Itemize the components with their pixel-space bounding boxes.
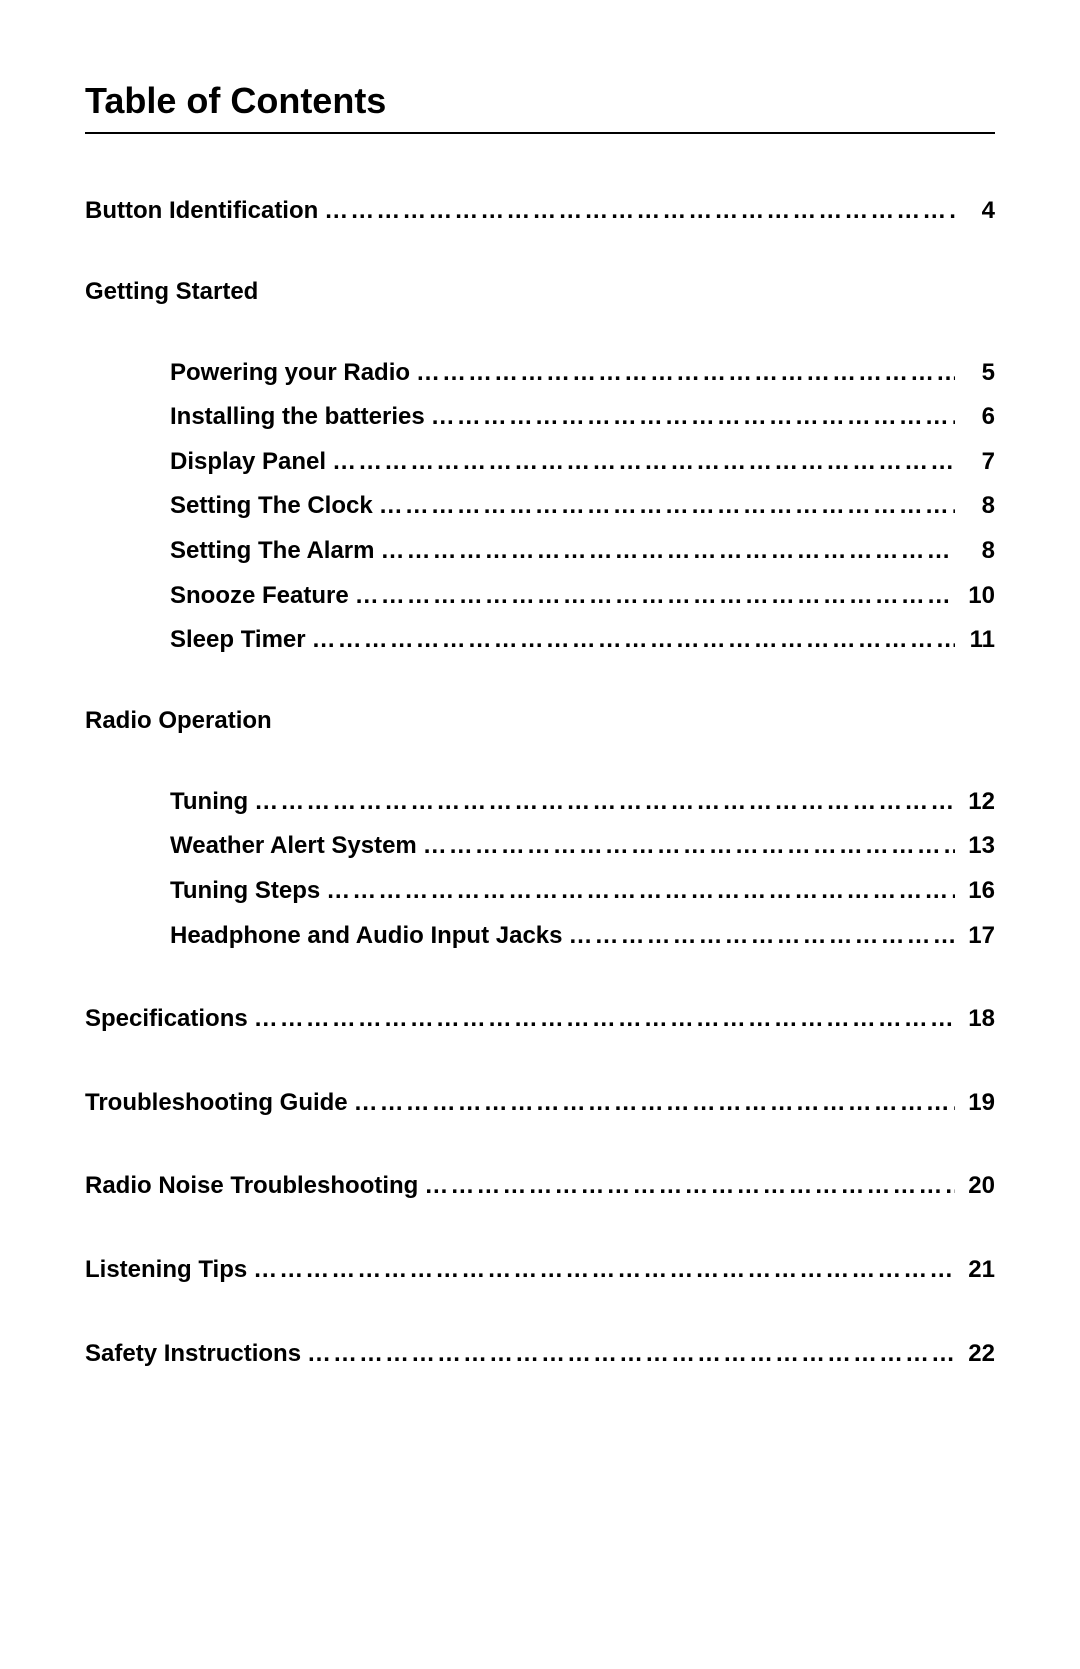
entry-leader: …………………………………………………………………………: [248, 1002, 955, 1036]
entry-leader: …………………………………………………………………………: [326, 445, 955, 479]
toc-entry-snooze-feature: Snooze Feature ……………………………………………………………………: [85, 579, 995, 613]
entry-leader: …………………………………………………………………………: [349, 579, 955, 613]
toc-entry-powering-radio: Powering your Radio ………………………………………………………: [85, 356, 995, 390]
entry-label: Safety Instructions: [85, 1337, 301, 1371]
toc-entry-headphone-jacks: Headphone and Audio Input Jacks ………………………: [85, 919, 995, 953]
entry-page: 8: [955, 489, 995, 523]
entry-leader: …………………………………………………………………………: [425, 400, 955, 434]
entry-leader: …………………………………………………………………………: [418, 1169, 955, 1203]
entry-page: 10: [955, 579, 995, 613]
entry-page: 21: [955, 1253, 995, 1287]
entry-leader: …………………………………………………………………………: [247, 1253, 955, 1287]
toc-entry-tuning-steps: Tuning Steps …………………………………………………………………………: [85, 874, 995, 908]
toc-entry-troubleshooting: Troubleshooting Guide …………………………………………………: [85, 1086, 995, 1120]
entry-label: Setting The Alarm: [170, 534, 374, 568]
entry-label: Installing the batteries: [170, 400, 425, 434]
entry-leader: …………………………………………………………………………: [306, 623, 955, 657]
entry-page: 13: [955, 829, 995, 863]
entry-leader: …………………………………………………………………………: [318, 194, 955, 228]
entry-leader: …………………………………………………………………………: [374, 534, 955, 568]
toc-entry-setting-clock: Setting The Clock ……………………………………………………………: [85, 489, 995, 523]
entry-label: Display Panel: [170, 445, 326, 479]
entry-leader: …………………………………………………………………………: [320, 874, 955, 908]
entry-page: 11: [955, 623, 995, 657]
entry-label: Specifications: [85, 1002, 248, 1036]
entry-label: Radio Noise Troubleshooting: [85, 1169, 418, 1203]
toc-entry-sleep-timer: Sleep Timer ……………………………………………………………………………: [85, 623, 995, 657]
entry-leader: …………………………………………………………………………: [373, 489, 955, 523]
section-header-getting-started: Getting Started: [85, 278, 995, 306]
entry-page: 16: [955, 874, 995, 908]
entry-leader: …………………………………………………………………………: [248, 785, 955, 819]
entry-page: 20: [955, 1169, 995, 1203]
entry-label: Listening Tips: [85, 1253, 247, 1287]
toc-entry-installing-batteries: Installing the batteries …………………………………………: [85, 400, 995, 434]
entry-label: Setting The Clock: [170, 489, 373, 523]
entry-page: 4: [955, 194, 995, 228]
entry-leader: …………………………………………………………………………: [417, 829, 955, 863]
entry-leader: …………………………………………………………………………: [348, 1086, 955, 1120]
toc-title: Table of Contents: [85, 80, 995, 134]
entry-page: 6: [955, 400, 995, 434]
entry-label: Headphone and Audio Input Jacks: [170, 919, 562, 953]
entry-leader: …………………………………………………………………………: [562, 919, 955, 953]
entry-page: 18: [955, 1002, 995, 1036]
entry-page: 7: [955, 445, 995, 479]
toc-entry-display-panel: Display Panel ………………………………………………………………………: [85, 445, 995, 479]
toc-entry-safety-instructions: Safety Instructions ………………………………………………………: [85, 1337, 995, 1371]
entry-label: Tuning Steps: [170, 874, 320, 908]
toc-entry-radio-noise: Radio Noise Troubleshooting …………………………………: [85, 1169, 995, 1203]
toc-entry-tuning: Tuning ………………………………………………………………………… 12: [85, 785, 995, 819]
entry-page: 5: [955, 356, 995, 390]
entry-page: 22: [955, 1337, 995, 1371]
entry-page: 17: [955, 919, 995, 953]
section-header-radio-operation: Radio Operation: [85, 707, 995, 735]
entry-page: 12: [955, 785, 995, 819]
entry-label: Powering your Radio: [170, 356, 410, 390]
entry-label: Tuning: [170, 785, 248, 819]
toc-entry-setting-alarm: Setting The Alarm ……………………………………………………………: [85, 534, 995, 568]
entry-leader: …………………………………………………………………………: [410, 356, 955, 390]
toc-entry-button-identification: Button Identification …………………………………………………: [85, 194, 995, 228]
entry-label: Troubleshooting Guide: [85, 1086, 348, 1120]
entry-label: Button Identification: [85, 194, 318, 228]
toc-entry-specifications: Specifications ……………………………………………………………………: [85, 1002, 995, 1036]
entry-page: 19: [955, 1086, 995, 1120]
entry-label: Sleep Timer: [170, 623, 306, 657]
entry-label: Weather Alert System: [170, 829, 417, 863]
entry-leader: …………………………………………………………………………: [301, 1337, 955, 1371]
entry-label: Snooze Feature: [170, 579, 349, 613]
entry-page: 8: [955, 534, 995, 568]
toc-entry-listening-tips: Listening Tips ……………………………………………………………………: [85, 1253, 995, 1287]
toc-entry-weather-alert: Weather Alert System ……………………………………………………: [85, 829, 995, 863]
